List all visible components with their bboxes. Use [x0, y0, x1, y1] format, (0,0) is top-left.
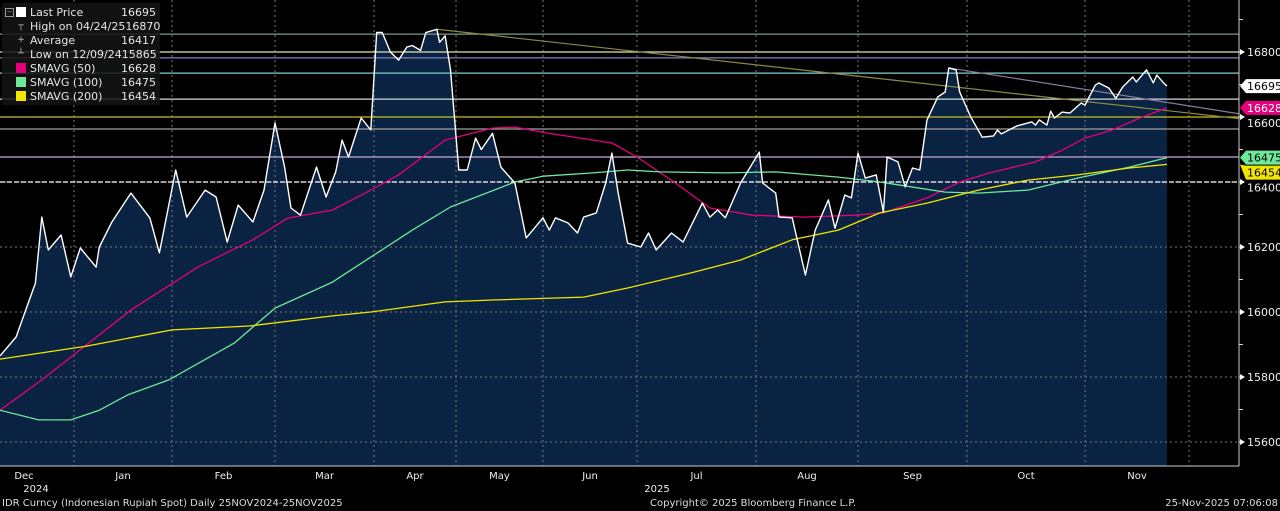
- legend-item[interactable]: SMAVG (50) 16628: [2, 61, 160, 75]
- trend-line: [948, 67, 1240, 115]
- y-tick-label: 16800: [1247, 46, 1280, 59]
- legend-item[interactable]: ┬ High on 04/24/25 16870: [2, 19, 160, 33]
- axis-value-badge: [1240, 79, 1280, 94]
- x-tick-label: Dec: [14, 471, 33, 482]
- timestamp: 25-Nov-2025 07:06:08: [1165, 498, 1278, 509]
- legend-item[interactable]: SMAVG (200) 16454: [2, 89, 160, 103]
- y-tick-arrow-icon: [1240, 244, 1245, 250]
- legend-value: 16475: [121, 75, 156, 89]
- legend-item[interactable]: ┴ Low on 12/09/24 15865: [2, 47, 160, 61]
- legend-value: 16628: [121, 61, 156, 75]
- y-tick-label: 15600: [1247, 436, 1280, 449]
- color-swatch-icon: [16, 7, 26, 17]
- copyright-text: Copyright© 2025 Bloomberg Finance L.P.: [650, 498, 857, 509]
- y-tick-arrow-icon: [1240, 374, 1245, 380]
- legend-label: Average: [30, 33, 76, 47]
- y-tick-arrow-icon: [1240, 49, 1245, 55]
- legend-label: SMAVG (50): [30, 61, 96, 75]
- chart-legend: − Last Price 16695 ┬ High on 04/24/25 16870 +…: [2, 3, 160, 105]
- color-swatch-icon: [16, 91, 26, 101]
- x-tick-label: May: [489, 471, 510, 482]
- x-year-label: 2024: [23, 484, 48, 495]
- legend-value: 15865: [121, 47, 157, 61]
- legend-label: SMAVG (100): [30, 75, 103, 89]
- legend-value: 16870: [125, 19, 161, 33]
- axis-value-badge: [1240, 100, 1280, 115]
- legend-value: 16695: [121, 5, 156, 19]
- axis-value-badge-label: 16628: [1247, 102, 1280, 115]
- axis-value-badge-label: 16695: [1247, 80, 1280, 93]
- x-tick-label: Jun: [581, 471, 598, 482]
- y-tick-label: 16200: [1247, 241, 1280, 254]
- legend-value: 16417: [121, 33, 156, 47]
- x-tick-label: Apr: [406, 471, 424, 482]
- y-tick-label: 15800: [1247, 371, 1280, 384]
- y-tick-arrow-icon: [1240, 114, 1245, 120]
- x-year-label: 2025: [644, 484, 669, 495]
- x-tick-label: Oct: [1017, 471, 1034, 482]
- x-tick-label: Mar: [315, 471, 335, 482]
- axis-value-badge-label: 16454: [1247, 167, 1280, 180]
- x-tick-label: Aug: [797, 471, 817, 482]
- color-swatch-icon: [16, 63, 26, 73]
- axis-value-badge: [1240, 164, 1280, 180]
- legend-item[interactable]: + Average 16417: [2, 33, 160, 47]
- x-tick-label: Feb: [215, 471, 233, 482]
- x-tick-label: Sep: [903, 471, 922, 482]
- axis-value-badge-label: 16475: [1247, 152, 1280, 165]
- trend-line: [436, 28, 1240, 120]
- legend-label: High on 04/24/25: [30, 19, 126, 33]
- price-area-fill: [0, 29, 1167, 467]
- x-tick-label: Jan: [114, 471, 130, 482]
- y-tick-label: 16600: [1247, 117, 1280, 130]
- legend-collapse-toggle[interactable]: −: [5, 8, 14, 17]
- color-swatch-icon: [16, 77, 26, 87]
- legend-value: 16454: [121, 89, 156, 103]
- legend-label: SMAVG (200): [30, 89, 103, 103]
- legend-label: Low on 12/09/24: [30, 47, 122, 61]
- x-tick-label: Jul: [689, 471, 702, 482]
- series-line-smavg-50: [0, 107, 1168, 411]
- y-tick-label: 16400: [1247, 182, 1280, 195]
- high-tick-icon: ┬: [18, 21, 24, 31]
- cross-icon: +: [17, 35, 25, 45]
- security-description: IDR Curncy (Indonesian Rupiah Spot) Dail…: [2, 498, 343, 509]
- legend-label: Last Price: [30, 5, 84, 19]
- legend-item[interactable]: SMAVG (100) 16475: [2, 75, 160, 89]
- y-tick-arrow-icon: [1240, 309, 1245, 315]
- series-line-last-price: [0, 28, 1168, 357]
- x-tick-label: Nov: [1127, 471, 1147, 482]
- y-tick-arrow-icon: [1240, 439, 1245, 445]
- y-tick-arrow-icon: [1240, 179, 1245, 185]
- low-tick-icon: ┴: [18, 49, 24, 59]
- axis-value-badge: [1240, 150, 1280, 165]
- series-line-smavg-200: [0, 163, 1168, 360]
- legend-item[interactable]: Last Price 16695: [2, 5, 160, 19]
- y-tick-label: 16000: [1247, 306, 1280, 319]
